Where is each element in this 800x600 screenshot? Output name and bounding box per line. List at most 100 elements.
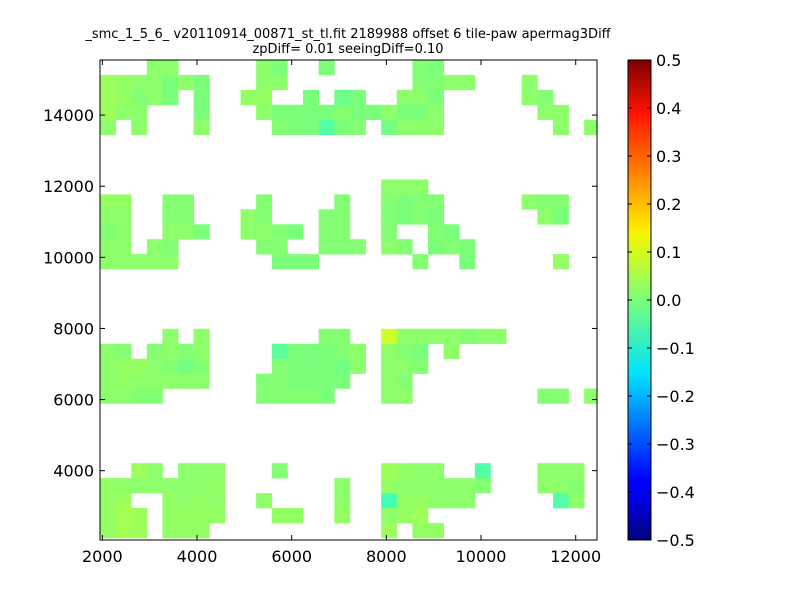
heatmap-cell [131, 508, 148, 524]
heatmap-cell [428, 60, 444, 76]
heatmap-cell [271, 74, 288, 91]
heatmap-cell [100, 89, 116, 106]
heatmap-cell [537, 388, 554, 404]
heatmap-cell [146, 60, 163, 76]
colorbar-tick-label: 0.2 [656, 195, 681, 214]
heatmap-cell [584, 119, 598, 135]
heatmap-cell [131, 74, 148, 91]
y-tick-label: 14000 [43, 106, 94, 125]
heatmap-cell [428, 194, 444, 210]
heatmap-cell [349, 239, 366, 255]
heatmap-cell [271, 508, 288, 524]
heatmap-cell [193, 522, 210, 539]
heatmap-cell [100, 373, 116, 389]
heatmap-cell [412, 60, 429, 76]
heatmap-cell [287, 254, 304, 270]
x-axis: 2000 4000 6000 8000 10000 12000 [82, 60, 601, 566]
heatmap-cell [193, 373, 210, 389]
chart-title: _smc_1_5_6_ v20110914_00871_st_tl.fit 21… [84, 27, 611, 42]
heatmap-cell [428, 89, 444, 106]
heatmap-cell [271, 463, 288, 479]
heatmap-cell [115, 388, 132, 404]
heatmap-cell [537, 104, 554, 121]
heatmap-cell [396, 328, 413, 345]
heatmap-cell [146, 254, 163, 270]
heatmap-cell [115, 343, 132, 359]
heatmap-cell [412, 508, 429, 524]
heatmap-cell [271, 60, 288, 76]
heatmap-cell [428, 119, 444, 135]
heatmap-cell [396, 104, 413, 121]
heatmap-cell [521, 194, 538, 210]
heatmap-cell [178, 74, 195, 91]
heatmap-cell [162, 224, 179, 240]
heatmap-cell [193, 493, 210, 509]
heatmap-cell [349, 89, 366, 106]
heatmap-cell [443, 74, 460, 91]
heatmap-cell [209, 493, 226, 509]
heatmap-cell [193, 358, 210, 374]
heatmap-cell [146, 239, 163, 255]
heatmap-cell [256, 89, 273, 106]
heatmap-cell [318, 209, 335, 225]
heatmap-cell [381, 522, 398, 539]
heatmap-cell [381, 224, 398, 240]
heatmap-cell [115, 209, 132, 225]
heatmap-cell [100, 343, 116, 359]
heatmap-cell [428, 463, 444, 479]
heatmap-cell [193, 119, 210, 135]
heatmap-cell [443, 343, 460, 359]
heatmap-cell [381, 328, 398, 345]
heatmap-cell [162, 478, 179, 494]
heatmap-cell [396, 119, 413, 135]
heatmap-cell [193, 508, 210, 524]
x-tick-label: 12000 [550, 547, 601, 566]
heatmap-cell [131, 373, 148, 389]
heatmap-cell [334, 104, 351, 121]
x-tick-label: 10000 [456, 547, 507, 566]
heatmap-cell [209, 463, 226, 479]
heatmap-cell [412, 194, 429, 210]
heatmap-cell [115, 478, 132, 494]
heatmap-cell [162, 60, 179, 76]
x-tick-label: 6000 [271, 547, 312, 566]
heatmap-cell [412, 478, 429, 494]
heatmap-cell [552, 254, 569, 270]
heatmap-cell [131, 254, 148, 270]
heatmap-cell [287, 373, 304, 389]
heatmap-cell [318, 343, 335, 359]
heatmap-cell [474, 478, 491, 494]
heatmap-cell [318, 224, 335, 240]
heatmap-cell [568, 478, 585, 494]
heatmap-cell [131, 119, 148, 135]
heatmap-cell [162, 508, 179, 524]
heatmap-cell [100, 478, 116, 494]
heatmap-cell [459, 239, 476, 255]
heatmap-cell [334, 493, 351, 509]
heatmap-cell [146, 343, 163, 359]
heatmap-cell [131, 388, 148, 404]
heatmap-cell [381, 209, 398, 225]
heatmap-cell [100, 358, 116, 374]
heatmap-cell [381, 478, 398, 494]
x-tick-label: 2000 [82, 547, 123, 566]
heatmap-cell [568, 463, 585, 479]
heatmap-cell [584, 388, 598, 404]
heatmap-cell [193, 74, 210, 91]
heatmap-cell [474, 328, 491, 345]
heatmap-cell [287, 104, 304, 121]
heatmap-cell [287, 388, 304, 404]
heatmap-cell [240, 209, 257, 225]
heatmap-cell [287, 508, 304, 524]
heatmap-cell [256, 373, 273, 389]
heatmap-cell [256, 239, 273, 255]
heatmap-cell [100, 239, 116, 255]
heatmap-cell [146, 463, 163, 479]
heatmap-cell [412, 209, 429, 225]
heatmap-cell [396, 343, 413, 359]
heatmap-cell [209, 508, 226, 524]
heatmap-cell [552, 209, 569, 225]
heatmap-cell [100, 388, 116, 404]
heatmap-cell [271, 119, 288, 135]
heatmap-cell [256, 104, 273, 121]
